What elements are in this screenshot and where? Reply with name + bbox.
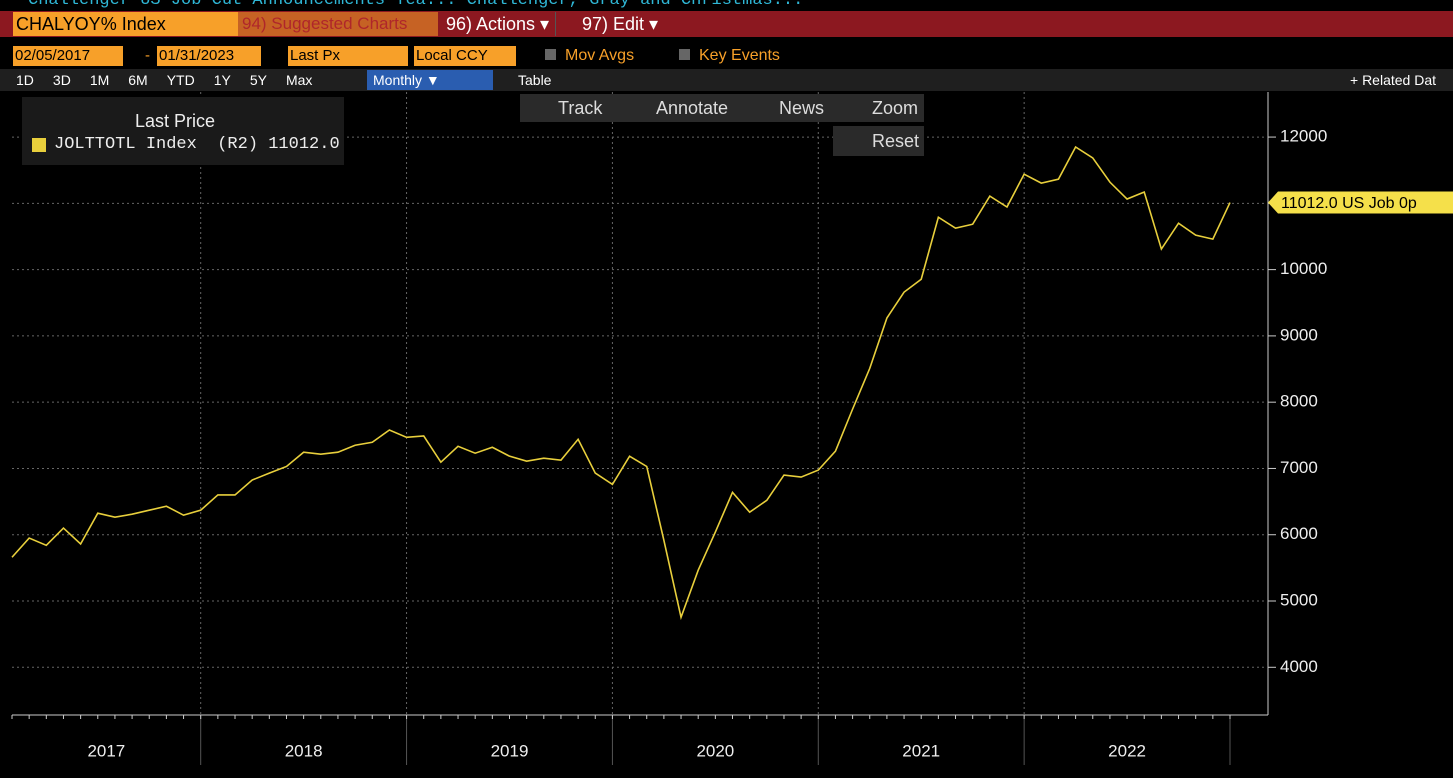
field-select[interactable]: Last Px bbox=[288, 46, 408, 66]
chart-icon[interactable] bbox=[461, 70, 493, 90]
chart-toolbar bbox=[520, 94, 924, 122]
range-button[interactable]: Max bbox=[285, 72, 313, 88]
reset-panel bbox=[833, 126, 924, 156]
range-button[interactable]: 5Y bbox=[249, 72, 267, 88]
range-bar bbox=[0, 69, 1453, 91]
series-line bbox=[11, 145, 1231, 621]
legend bbox=[22, 97, 344, 165]
x-tick-label: 2019 bbox=[491, 741, 529, 760]
x-tick-label: 2020 bbox=[696, 741, 734, 760]
annotate-button[interactable]: Annotate bbox=[656, 98, 729, 118]
news-button[interactable]: News bbox=[779, 98, 825, 118]
range-button[interactable]: 1M bbox=[89, 72, 110, 88]
y-tick-label: 12000 bbox=[1280, 127, 1327, 146]
reset-button[interactable]: Reset bbox=[872, 131, 920, 151]
track-button[interactable]: Track bbox=[558, 98, 603, 118]
range-buttons: 1D 3D 1M 6M YTD 1Y 5Y Max bbox=[16, 69, 331, 91]
checkbox[interactable] bbox=[679, 49, 690, 60]
range-button[interactable]: YTD bbox=[166, 72, 195, 88]
range-button[interactable]: 3D bbox=[52, 72, 71, 88]
table-button[interactable]: Table bbox=[518, 72, 552, 88]
y-tick-label: 4000 bbox=[1280, 657, 1318, 676]
period-select[interactable]: Monthly ▼ bbox=[367, 70, 461, 90]
x-tick-label: 2018 bbox=[285, 741, 323, 760]
legend-entry: JOLTTOTL Index (R2) 11012.0 bbox=[54, 135, 340, 154]
range-button[interactable]: 1Y bbox=[213, 72, 231, 88]
ticker-line: Challenger US Job Cut Announcements Yea.… bbox=[28, 0, 804, 10]
edit-button[interactable]: 97) Edit ▾ bbox=[582, 14, 659, 34]
y-tick-label: 6000 bbox=[1280, 524, 1318, 543]
range-button[interactable]: 6M bbox=[128, 72, 148, 88]
x-tick-label: 2017 bbox=[87, 741, 125, 760]
price-tag-label: 11012.0 US Job 0p bbox=[1281, 195, 1417, 212]
related-data[interactable]: + Related Dat bbox=[1350, 72, 1436, 88]
suggested-button[interactable]: 94) Suggested Charts bbox=[238, 12, 438, 36]
legend-title: Last Price bbox=[135, 111, 216, 131]
currency-select[interactable]: Local CCY bbox=[414, 46, 516, 66]
price-tag bbox=[1268, 191, 1453, 214]
checkbox[interactable] bbox=[545, 49, 556, 60]
date-separator: - bbox=[145, 47, 150, 64]
actions-button[interactable]: 96) Actions ▾ bbox=[440, 12, 557, 36]
y-tick-label: 7000 bbox=[1280, 458, 1318, 477]
x-tick-label: 2022 bbox=[1108, 741, 1146, 760]
y-tick-label: 8000 bbox=[1280, 392, 1318, 411]
mov-avgs[interactable]: Mov Avgs bbox=[565, 47, 635, 64]
legend-swatch bbox=[32, 138, 46, 152]
security-field[interactable]: CHALYOY% Index bbox=[13, 12, 238, 36]
y-tick-label: 10000 bbox=[1280, 259, 1327, 278]
start-date[interactable]: 02/05/2017 bbox=[13, 46, 123, 66]
y-tick-label: 9000 bbox=[1280, 325, 1318, 344]
end-date[interactable]: 01/31/2023 bbox=[157, 46, 261, 66]
zoom-button[interactable]: Zoom bbox=[872, 98, 919, 118]
y-tick-label: 5000 bbox=[1280, 590, 1318, 609]
range-button[interactable]: 1D bbox=[16, 72, 34, 88]
key-events[interactable]: Key Events bbox=[699, 47, 780, 64]
x-tick-label: 2021 bbox=[902, 741, 940, 760]
